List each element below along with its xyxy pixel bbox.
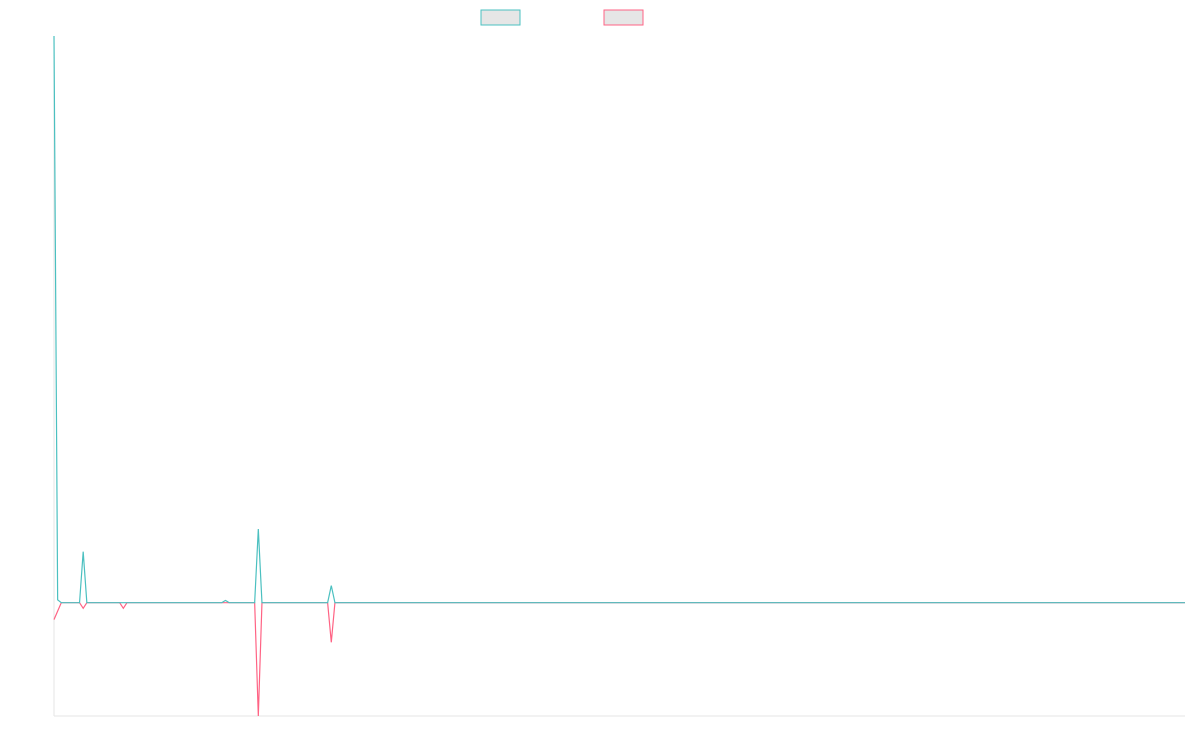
legend-swatch xyxy=(480,9,521,26)
legend-swatch xyxy=(603,9,644,26)
series-line xyxy=(53,602,1185,717)
series-line xyxy=(53,35,1185,604)
